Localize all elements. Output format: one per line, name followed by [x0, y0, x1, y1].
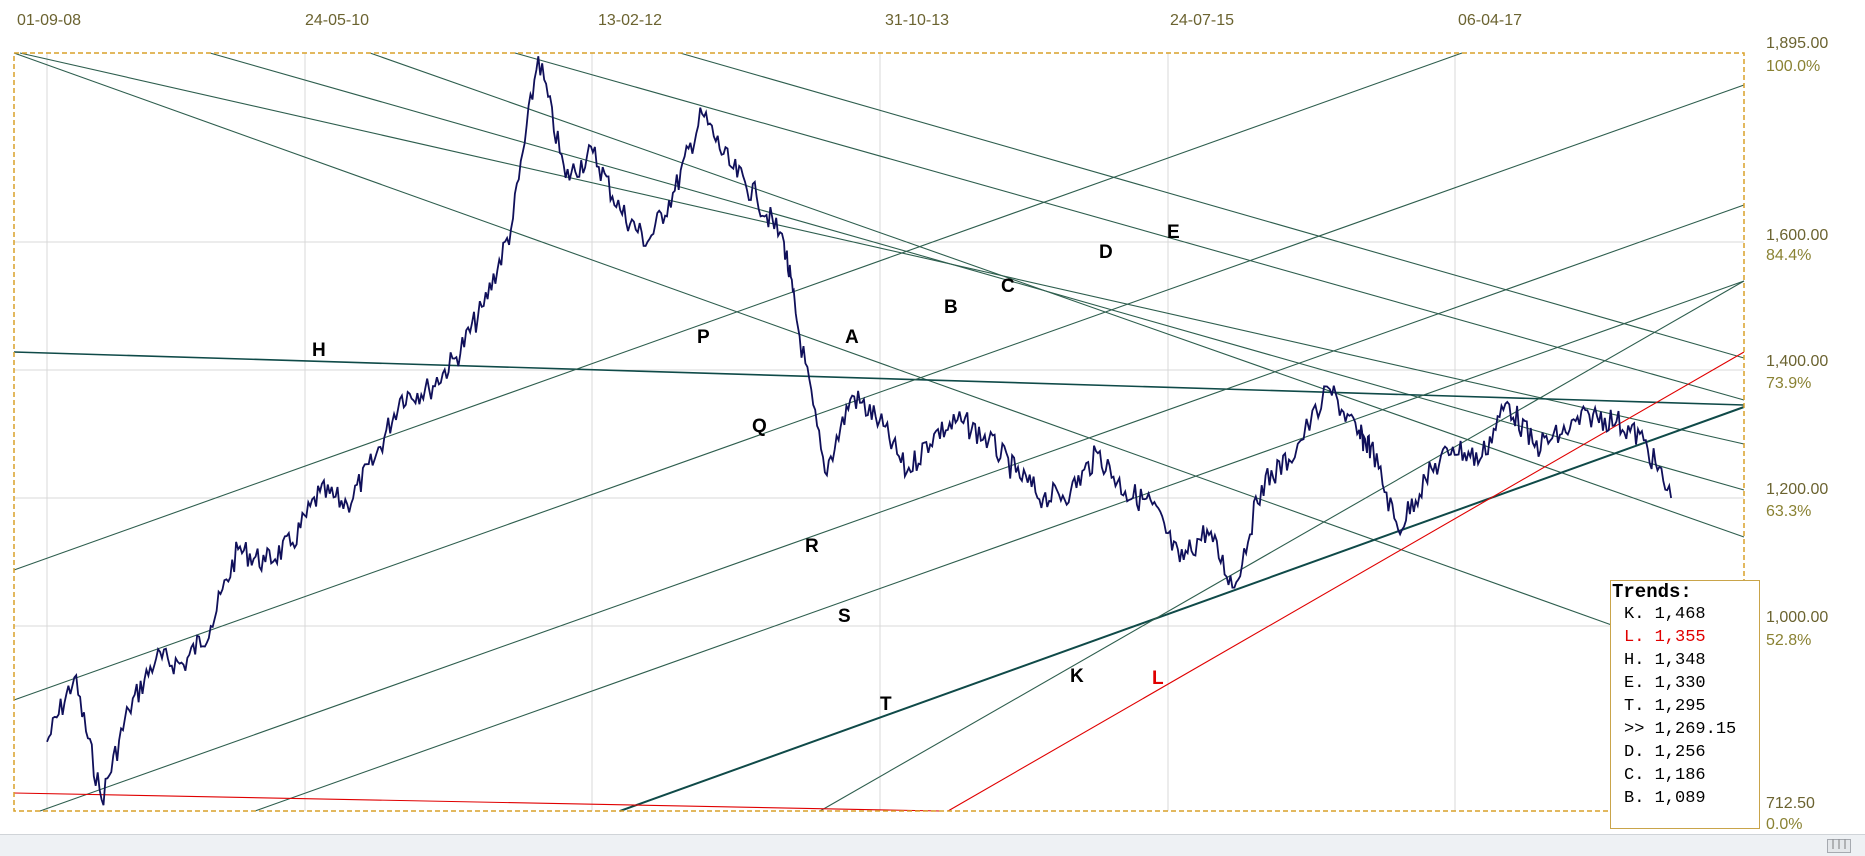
trend-line [209, 52, 1745, 491]
trend-label-D: D [1099, 242, 1113, 263]
trends-panel: Trends: K. 1,468 L. 1,355 H. 1,348 E. 1,330… [1610, 580, 1760, 829]
y-price-label: 712.50 [1766, 795, 1815, 812]
y-price-label: 1,000.00 [1766, 609, 1828, 626]
trends-rows: K. 1,468 L. 1,355 H. 1,348 E. 1,330 T. 1,295… [1611, 603, 1759, 810]
trend-line [39, 204, 1745, 812]
trend-line [254, 280, 1745, 812]
x-tick-label: 31-10-13 [885, 12, 949, 29]
x-axis: 01-09-08 24-05-10 13-02-12 31-10-13 24-07-15… [17, 12, 1522, 29]
plot-border [13, 52, 1745, 812]
y-price-label: 1,200.00 [1766, 481, 1828, 498]
trend-label-K: K [1070, 666, 1084, 687]
x-tick-label: 24-07-15 [1170, 12, 1234, 29]
trend-line [13, 84, 1745, 701]
trend-label-L: L [1152, 668, 1164, 689]
y-price-label: 1,400.00 [1766, 353, 1828, 370]
trend-line [619, 406, 1745, 812]
y-percent-label: 73.9% [1766, 375, 1811, 392]
y-axis: 1,895.00 1,600.00 1,400.00 1,200.00 1,000.00… [1766, 35, 1828, 833]
trend-lines [13, 52, 1745, 812]
trend-label-A: A [845, 327, 859, 348]
trend-label-S: S [838, 606, 851, 627]
price-line [46, 56, 1672, 806]
scrollbar-grip-icon[interactable]: ||| [1827, 839, 1851, 853]
horizontal-scrollbar[interactable]: ||| [0, 834, 1865, 856]
grid-lines [14, 53, 1744, 811]
trend-row: C. 1,186 [1624, 766, 1706, 785]
trend-labels: H P Q A R S T B C D E K L [312, 222, 1180, 715]
y-percent-label: 63.3% [1766, 503, 1811, 520]
trends-title: Trends: [1612, 581, 1692, 603]
trend-line [19, 52, 1745, 445]
y-price-label: 1,600.00 [1766, 227, 1828, 244]
trend-row: E. 1,330 [1624, 674, 1706, 693]
trend-line [514, 52, 1745, 401]
trend-label-T: T [880, 694, 892, 715]
trend-row: D. 1,256 [1624, 743, 1706, 762]
y-percent-label: 100.0% [1766, 58, 1820, 75]
trend-label-R: R [805, 536, 819, 557]
trend-row: K. 1,468 [1624, 605, 1706, 624]
y-percent-label: 52.8% [1766, 632, 1811, 649]
x-tick-label: 06-04-17 [1458, 12, 1522, 29]
trend-line [819, 280, 1745, 812]
trend-label-Q: Q [752, 416, 767, 437]
x-tick-label: 24-05-10 [305, 12, 369, 29]
trend-line [679, 52, 1745, 359]
trend-label-B: B [944, 297, 958, 318]
trend-label-H: H [312, 340, 326, 361]
y-percent-label: 0.0% [1766, 816, 1802, 833]
trend-row: H. 1,348 [1624, 651, 1706, 670]
trend-line [369, 52, 1745, 538]
trend-row: B. 1,089 [1624, 789, 1706, 808]
y-percent-label: 84.4% [1766, 247, 1811, 264]
trend-line [13, 52, 1621, 629]
trend-row: L. 1,355 [1624, 628, 1706, 647]
trend-line [947, 351, 1745, 812]
trend-row: >> 1,269.15 [1624, 720, 1737, 739]
y-price-label: 1,895.00 [1766, 35, 1828, 52]
trend-label-E: E [1167, 222, 1180, 243]
trend-line [13, 792, 941, 812]
trend-row: T. 1,295 [1624, 697, 1706, 716]
trend-label-C: C [1001, 276, 1015, 297]
x-tick-label: 01-09-08 [17, 12, 81, 29]
trend-line [13, 351, 1745, 406]
trend-label-P: P [697, 327, 710, 348]
x-tick-label: 13-02-12 [598, 12, 662, 29]
trend-line [13, 52, 1463, 571]
